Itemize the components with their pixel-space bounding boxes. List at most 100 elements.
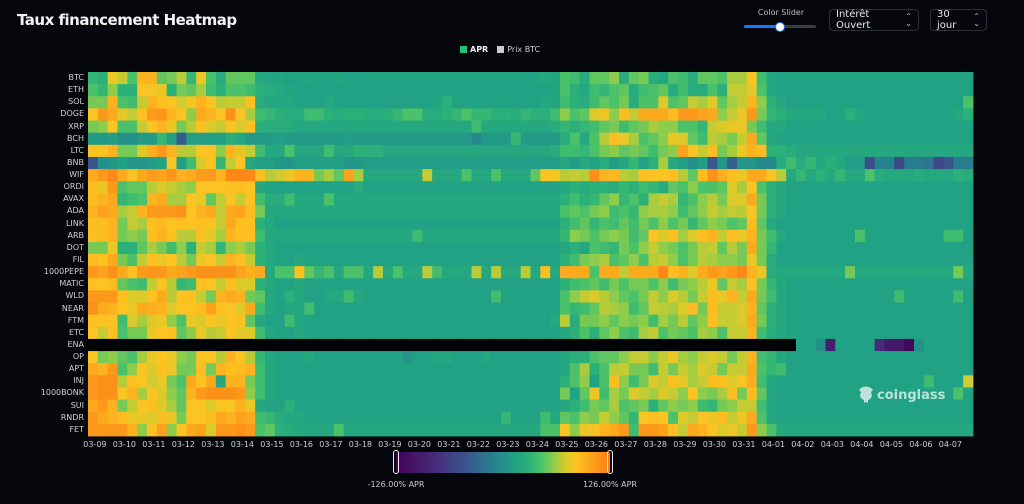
heatmap-cell[interactable] — [451, 217, 463, 231]
heatmap-cell[interactable] — [471, 363, 482, 376]
heatmap-cell[interactable] — [678, 302, 689, 316]
heatmap-cell[interactable] — [914, 338, 925, 352]
heatmap-cell[interactable] — [510, 351, 522, 364]
heatmap-cell[interactable] — [668, 169, 679, 182]
heatmap-cell[interactable] — [864, 351, 876, 364]
heatmap-cell[interactable] — [392, 229, 404, 243]
heatmap-cell[interactable] — [97, 144, 109, 158]
heatmap-cell[interactable] — [963, 399, 974, 413]
heatmap-cell[interactable] — [481, 326, 492, 340]
heatmap-cell[interactable] — [166, 229, 177, 243]
heatmap-cell[interactable] — [137, 302, 148, 316]
heatmap-cell[interactable] — [235, 266, 246, 279]
heatmap-cell[interactable] — [186, 193, 197, 206]
heatmap-cell[interactable] — [579, 278, 590, 291]
heatmap-cell[interactable] — [255, 169, 266, 182]
heatmap-cell[interactable] — [560, 120, 571, 134]
heatmap-cell[interactable] — [874, 326, 885, 340]
heatmap-cell[interactable] — [510, 375, 522, 388]
heatmap-cell[interactable] — [638, 205, 649, 218]
heatmap-cell[interactable] — [353, 72, 364, 85]
heatmap-cell[interactable] — [137, 423, 148, 437]
heatmap-cell[interactable] — [963, 120, 974, 134]
heatmap-cell[interactable] — [569, 266, 581, 279]
heatmap-cell[interactable] — [914, 314, 925, 328]
heatmap-cell[interactable] — [471, 144, 482, 158]
heatmap-cell[interactable] — [294, 266, 305, 279]
heatmap-cell[interactable] — [324, 326, 335, 340]
heatmap-cell[interactable] — [491, 120, 502, 134]
heatmap-cell[interactable] — [196, 290, 207, 303]
heatmap-cell[interactable] — [864, 423, 876, 437]
heatmap-cell[interactable] — [471, 423, 482, 437]
heatmap-cell-empty[interactable] — [245, 338, 256, 352]
heatmap-cell[interactable] — [176, 156, 187, 170]
heatmap-cell[interactable] — [432, 302, 443, 316]
heatmap-cell[interactable] — [343, 351, 354, 364]
heatmap-cell[interactable] — [206, 72, 217, 85]
heatmap-cell[interactable] — [333, 302, 345, 316]
heatmap-cell[interactable] — [619, 120, 630, 134]
heatmap-cell[interactable] — [225, 302, 236, 316]
heatmap-cell[interactable] — [255, 108, 266, 121]
heatmap-cell[interactable] — [658, 132, 669, 146]
heatmap-cell[interactable] — [461, 411, 472, 425]
heatmap-cell[interactable] — [392, 84, 404, 97]
heatmap-cell[interactable] — [363, 314, 374, 328]
heatmap-cell[interactable] — [491, 72, 502, 85]
heatmap-cell[interactable] — [855, 266, 866, 279]
heatmap-cell[interactable] — [166, 411, 177, 425]
heatmap-cell[interactable] — [97, 205, 109, 218]
heatmap-cell[interactable] — [451, 314, 463, 328]
heatmap-cell[interactable] — [658, 108, 669, 121]
heatmap-cell[interactable] — [737, 72, 748, 85]
heatmap-cell[interactable] — [215, 266, 227, 279]
heatmap-cell[interactable] — [707, 72, 718, 85]
heatmap-cell[interactable] — [756, 266, 767, 279]
heatmap-cell[interactable] — [943, 423, 954, 437]
heatmap-cell[interactable] — [461, 241, 472, 255]
heatmap-cell[interactable] — [874, 411, 885, 425]
heatmap-cell[interactable] — [363, 241, 374, 255]
heatmap-cell[interactable] — [481, 290, 492, 303]
heatmap-cell[interactable] — [215, 387, 227, 400]
heatmap-cell[interactable] — [156, 314, 168, 328]
heatmap-cell[interactable] — [815, 423, 826, 437]
heatmap-cell[interactable] — [599, 387, 610, 400]
heatmap-cell[interactable] — [245, 193, 256, 206]
heatmap-cell[interactable] — [324, 108, 335, 121]
heatmap-cell[interactable] — [324, 229, 335, 243]
heatmap-cell[interactable] — [687, 205, 699, 218]
heatmap-cell[interactable] — [373, 72, 384, 85]
heatmap-cell[interactable] — [589, 205, 600, 218]
heatmap-cell[interactable] — [343, 72, 354, 85]
heatmap-cell[interactable] — [835, 266, 846, 279]
heatmap-cell[interactable] — [147, 423, 158, 437]
heatmap-cell[interactable] — [579, 363, 590, 376]
heatmap-cell[interactable] — [884, 375, 895, 388]
heatmap-cell[interactable] — [442, 254, 453, 267]
heatmap-cell[interactable] — [235, 290, 246, 303]
heatmap-cell[interactable] — [658, 181, 669, 194]
heatmap-cell[interactable] — [894, 108, 905, 121]
heatmap-cell[interactable] — [933, 326, 944, 340]
heatmap-cell[interactable] — [107, 411, 118, 425]
heatmap-cell[interactable] — [628, 169, 640, 182]
heatmap-cell[interactable] — [196, 96, 207, 109]
heatmap-cell[interactable] — [353, 411, 364, 425]
heatmap-cell[interactable] — [609, 156, 620, 170]
heatmap-cell[interactable] — [107, 144, 118, 158]
heatmap-cell[interactable] — [805, 314, 817, 328]
heatmap-cell[interactable] — [766, 144, 777, 158]
heatmap-cell[interactable] — [432, 375, 443, 388]
heatmap-cell[interactable] — [884, 290, 895, 303]
heatmap-cell[interactable] — [746, 181, 758, 194]
heatmap-cell[interactable] — [953, 156, 964, 170]
heatmap-cell[interactable] — [383, 144, 394, 158]
heatmap-cell[interactable] — [412, 399, 423, 413]
heatmap-cell[interactable] — [88, 314, 99, 328]
heatmap-cell[interactable] — [737, 96, 748, 109]
heatmap-cell[interactable] — [402, 229, 413, 243]
heatmap-cell[interactable] — [569, 96, 581, 109]
heatmap-cell[interactable] — [914, 302, 925, 316]
